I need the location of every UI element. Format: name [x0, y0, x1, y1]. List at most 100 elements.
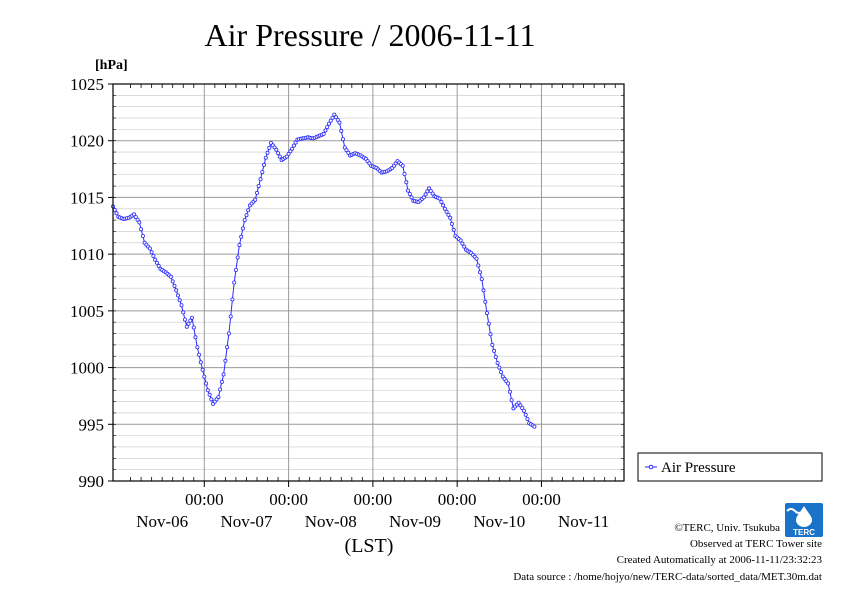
data-point: [193, 335, 198, 340]
data-point: [244, 213, 249, 218]
data-point: [133, 215, 138, 220]
data-point: [261, 162, 266, 167]
x-axis-label: (LST): [345, 535, 394, 557]
data-point: [225, 345, 230, 350]
data-point: [239, 234, 244, 239]
data-point: [235, 255, 240, 260]
data-point: [196, 352, 201, 357]
data-point: [256, 184, 261, 189]
data-point: [423, 192, 428, 197]
data-point: [184, 324, 189, 329]
data-point: [254, 190, 259, 195]
data-point: [449, 221, 454, 226]
data-point: [223, 358, 228, 363]
data-point: [532, 424, 537, 429]
data-point: [325, 125, 330, 130]
data-point: [135, 217, 140, 222]
data-point: [198, 360, 203, 365]
data-point: [286, 151, 291, 156]
created-timestamp: Created Automatically at 2006-11-11/23:3…: [616, 554, 822, 566]
data-point: [479, 277, 484, 282]
data-point: [240, 226, 245, 231]
data-point: [332, 112, 337, 117]
data-point: [323, 128, 328, 133]
plot-area: [112, 83, 625, 482]
data-point: [191, 325, 196, 330]
data-point: [147, 246, 152, 251]
data-point: [291, 143, 296, 148]
data-point: [230, 297, 235, 302]
data-point: [335, 117, 340, 122]
data-point: [402, 171, 407, 176]
data-point: [258, 177, 263, 182]
data-point: [290, 146, 295, 151]
legend-marker: [648, 464, 654, 470]
date-label: Nov-08: [305, 512, 357, 531]
data-point: [267, 145, 272, 150]
data-point: [483, 299, 488, 304]
data-point: [458, 238, 463, 243]
horizontal-gridlines: [113, 95, 624, 470]
date-label: Nov-06: [136, 512, 188, 531]
data-point: [168, 274, 173, 279]
data-point: [405, 188, 410, 193]
data-point: [497, 365, 502, 370]
data-point: [149, 250, 154, 255]
data-point: [218, 387, 223, 392]
data-point: [346, 150, 351, 155]
data-point: [219, 379, 224, 384]
data-point: [333, 115, 338, 120]
data-point: [232, 280, 237, 285]
data-point: [495, 360, 500, 365]
data-point: [140, 233, 145, 238]
x-tick-label: 00:00: [269, 490, 308, 509]
data-point: [237, 243, 242, 248]
terc-logo: TERC: [785, 503, 823, 537]
data-point: [337, 120, 342, 125]
data-point: [486, 321, 491, 326]
data-point: [177, 298, 182, 303]
data-point: [153, 257, 158, 262]
data-point: [221, 372, 226, 377]
data-point: [451, 227, 456, 232]
x-axis-ticks: 00:00 00:00 00:00 00:00 00:00 Nov-06 Nov-07 Nov…: [130, 84, 616, 531]
y-tick-label: 995: [79, 415, 105, 434]
data-point: [260, 170, 265, 175]
data-point: [189, 315, 194, 320]
data-point: [518, 403, 523, 408]
data-point: [430, 191, 435, 196]
data-point: [170, 279, 175, 284]
data-point: [460, 241, 465, 246]
data-point: [520, 405, 525, 410]
data-point: [174, 288, 179, 293]
x-tick-label: 00:00: [438, 490, 477, 509]
data-point: [265, 150, 270, 155]
plot-frame: [112, 83, 625, 482]
data-point: [342, 145, 347, 150]
data-point: [400, 163, 405, 168]
data-point: [474, 256, 479, 261]
data-point: [339, 128, 344, 133]
chart-title: Air Pressure / 2006-11-11: [205, 17, 536, 53]
date-label: Nov-11: [558, 512, 609, 531]
data-point: [209, 397, 214, 402]
data-point: [200, 367, 205, 372]
data-point: [204, 381, 209, 386]
data-point: [421, 195, 426, 200]
legend: Air Pressure: [637, 452, 823, 482]
data-point: [404, 180, 409, 185]
y-tick-label: 1025: [70, 75, 104, 94]
data-point: [253, 197, 258, 202]
data-point: [277, 154, 282, 159]
data-point: [186, 321, 191, 326]
terc-logo-text: TERC: [793, 528, 815, 537]
data-point: [154, 260, 159, 265]
y-axis-unit-label: [hPa]: [95, 58, 128, 73]
observed-at-text: Observed at TERC Tower site: [689, 538, 822, 550]
legend-box: [637, 452, 823, 482]
data-point: [490, 342, 495, 347]
water-drop-icon: [796, 506, 812, 527]
data-point: [448, 215, 453, 220]
data-point: [216, 395, 221, 400]
credit-text: ©TERC, Univ. Tsukuba: [674, 522, 780, 534]
